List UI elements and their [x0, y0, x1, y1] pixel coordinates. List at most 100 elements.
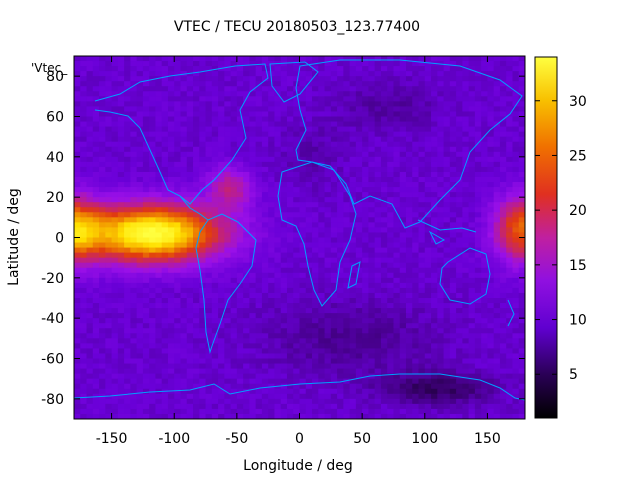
heatmap-cell — [111, 146, 119, 153]
heatmap-cell — [312, 388, 319, 395]
heatmap-cell — [255, 242, 263, 249]
heatmap-cell — [117, 106, 125, 113]
heatmap-cell — [142, 388, 150, 395]
heatmap-cell — [387, 298, 395, 304]
heatmap-cell — [487, 156, 495, 163]
heatmap-cell — [161, 217, 169, 223]
heatmap-cell — [318, 272, 326, 279]
heatmap-cell — [474, 348, 482, 355]
heatmap-cell — [249, 76, 257, 82]
heatmap-cell — [142, 151, 150, 158]
heatmap-cell — [380, 86, 388, 92]
heatmap-cell — [236, 363, 244, 370]
heatmap-cell — [186, 217, 194, 223]
heatmap-cell — [92, 272, 100, 279]
heatmap-cell — [243, 232, 250, 239]
heatmap-cell — [355, 237, 363, 244]
heatmap-cell — [355, 66, 363, 72]
heatmap-cell — [468, 96, 476, 102]
heatmap-cell — [80, 207, 88, 213]
heatmap-cell — [224, 353, 232, 360]
heatmap-cell — [180, 298, 188, 304]
heatmap-cell — [280, 177, 288, 183]
heatmap-cell — [117, 358, 125, 365]
heatmap-cell — [211, 267, 219, 274]
heatmap-cell — [92, 292, 100, 299]
heatmap-cell — [205, 257, 213, 264]
heatmap-cell — [355, 187, 363, 193]
heatmap-cell — [355, 383, 363, 390]
heatmap-cell — [462, 298, 470, 304]
heatmap-cell — [99, 358, 106, 365]
heatmap-cell — [437, 76, 445, 82]
heatmap-cell — [324, 156, 332, 163]
heatmap-cell — [468, 287, 476, 294]
heatmap-cell — [506, 353, 514, 360]
heatmap-cell — [405, 398, 413, 405]
heatmap-cell — [337, 61, 344, 67]
heatmap-cell — [186, 66, 194, 72]
heatmap-cell — [142, 308, 150, 314]
heatmap-cell — [180, 111, 188, 118]
heatmap-cell — [462, 202, 470, 208]
heatmap-cell — [255, 81, 263, 87]
heatmap-cell — [324, 187, 332, 193]
heatmap-cell — [236, 318, 244, 324]
heatmap-cell — [468, 343, 476, 350]
heatmap-cell — [186, 257, 194, 264]
heatmap-cell — [374, 383, 382, 390]
heatmap-cell — [105, 61, 113, 67]
heatmap-cell — [261, 151, 269, 158]
heatmap-cell — [280, 106, 288, 113]
heatmap-cell — [193, 303, 200, 309]
heatmap-cell — [456, 166, 463, 173]
heatmap-cell — [474, 353, 482, 360]
heatmap-cell — [193, 91, 200, 97]
heatmap-cell — [424, 393, 432, 400]
heatmap-cell — [474, 298, 482, 304]
heatmap-cell — [111, 136, 119, 143]
heatmap-cell — [312, 237, 319, 244]
heatmap-cell — [424, 121, 432, 128]
heatmap-cell — [337, 86, 344, 92]
heatmap-cell — [456, 272, 463, 279]
heatmap-cell — [330, 182, 338, 188]
heatmap-cell — [449, 247, 457, 254]
heatmap-cell — [211, 378, 219, 385]
heatmap-cell — [324, 338, 332, 344]
heatmap-cell — [268, 308, 276, 314]
heatmap-cell — [393, 282, 401, 289]
heatmap-cell — [318, 136, 326, 143]
heatmap-cell — [230, 141, 238, 148]
heatmap-cell — [330, 81, 338, 87]
heatmap-cell — [318, 66, 326, 72]
heatmap-cell — [393, 267, 401, 274]
heatmap-cell — [136, 282, 144, 289]
heatmap-cell — [337, 207, 344, 213]
heatmap-cell — [468, 182, 476, 188]
heatmap-cell — [343, 61, 351, 67]
heatmap-cell — [149, 318, 157, 324]
heatmap-cell — [443, 141, 451, 148]
heatmap-cell — [512, 358, 520, 365]
heatmap-cell — [286, 343, 294, 350]
heatmap-cell — [512, 237, 520, 244]
heatmap-cell — [167, 398, 175, 405]
heatmap-cell — [105, 156, 113, 163]
heatmap-cell — [117, 232, 125, 239]
heatmap-cell — [431, 378, 438, 385]
heatmap-cell — [161, 96, 169, 102]
heatmap-cell — [355, 373, 363, 380]
heatmap-cell — [136, 393, 144, 400]
heatmap-cell — [337, 182, 344, 188]
heatmap-cell — [224, 126, 232, 133]
heatmap-cell — [431, 187, 438, 193]
heatmap-cell — [86, 166, 94, 173]
heatmap-cell — [261, 202, 269, 208]
heatmap-cell — [449, 71, 457, 77]
heatmap-cell — [124, 277, 131, 284]
heatmap-cell — [499, 151, 507, 158]
heatmap-cell — [437, 146, 445, 153]
heatmap-cell — [468, 56, 476, 62]
heatmap-cell — [149, 373, 157, 380]
